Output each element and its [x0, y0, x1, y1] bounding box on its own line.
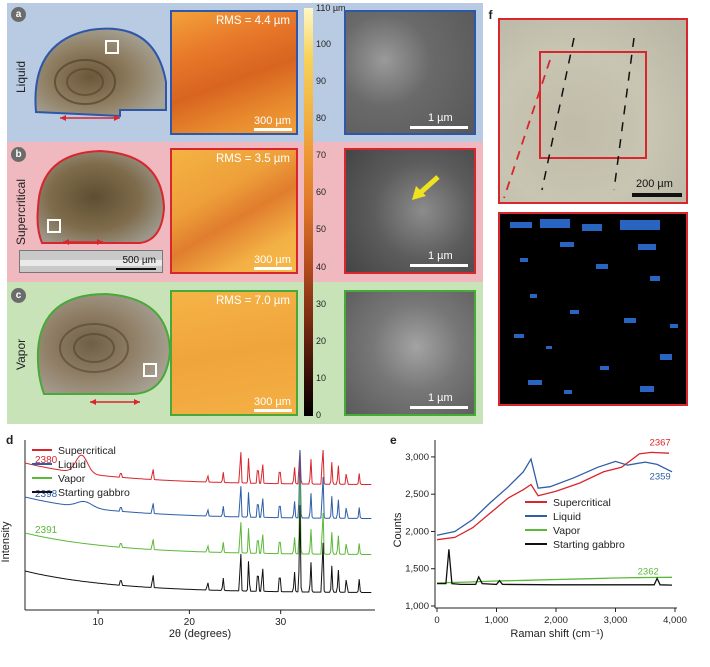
- raman-annotation: 2367: [650, 438, 671, 449]
- arrow-icon: [412, 175, 440, 200]
- raman-map: [498, 212, 688, 406]
- raman-annotation: 2359: [650, 471, 671, 482]
- sem-image-vapor: 1 µm: [344, 290, 476, 416]
- sem-scale-bar-vapor: [410, 406, 468, 409]
- afm-map-supercritical: RMS = 3.5 µm 300 µm: [170, 148, 298, 274]
- rms-label-vapor: RMS = 7.0 µm: [215, 295, 290, 307]
- cross-section-inset: 500 µm: [19, 250, 163, 273]
- raman-y-tick-label: 2,000: [405, 526, 429, 537]
- raman-x-tick-label: 2,000: [544, 615, 568, 626]
- colorbar-tick-labels: 110 µm 100 90 80 70 60 50 40 30 20 10 0: [316, 0, 356, 420]
- inset-scale-label: 500 µm: [122, 255, 156, 266]
- condition-label-vapor: Vapor: [14, 338, 28, 370]
- raman-x-tick-label: 3,000: [604, 615, 628, 626]
- afm-scale-label-supercritical: 300 µm: [254, 254, 291, 266]
- micrograph-scale-bar: [632, 193, 682, 197]
- colorbar-tick: 0: [316, 410, 322, 420]
- afm-scale-label-vapor: 300 µm: [254, 396, 291, 408]
- colorbar-tick: 90: [316, 76, 327, 86]
- panel-label-c: c: [11, 288, 26, 303]
- raman-x-tick-label: 1,000: [485, 615, 509, 626]
- xrd-series-label: 2398: [35, 489, 58, 500]
- cross-section-band: [20, 260, 162, 266]
- raman-y-tick-label: 1,000: [405, 601, 429, 612]
- sem-scale-label-liquid: 1 µm: [428, 112, 453, 124]
- raman-legend-label: Vapor: [553, 525, 581, 537]
- xrd-x-tick-label: 30: [275, 617, 287, 628]
- overlay-lines: [503, 37, 647, 199]
- raman-x-tick-label: 4,000: [663, 615, 687, 626]
- colorbar-tick: 30: [316, 299, 327, 309]
- raman-y-axis-label: Counts: [392, 512, 404, 547]
- raman-y-tick-label: 3,000: [405, 452, 429, 463]
- raman-legend-label: Supercritical: [553, 497, 611, 509]
- raman-legend-label: Starting gabbro: [553, 539, 625, 551]
- xrd-y-axis-label: Intensity: [0, 521, 12, 562]
- sem-scale-label-supercritical: 1 µm: [428, 250, 453, 262]
- xrd-chart: d 2380 2398 2391 10 20 30 Supercritical Liqui…: [0, 433, 375, 640]
- inset-scale-bar: [116, 268, 156, 270]
- afm-map-vapor: RMS = 7.0 µm 300 µm: [170, 290, 298, 416]
- sample-photo-vapor: [36, 292, 172, 405]
- colorbar-tick: 40: [316, 262, 327, 272]
- afm-map-liquid: RMS = 4.4 µm 300 µm: [170, 10, 298, 135]
- raman-series-liquid: [436, 457, 673, 536]
- raman-y-tick-label: 1,500: [405, 564, 429, 575]
- colorbar-tick: 80: [316, 113, 327, 123]
- raman-y-tick-label: 2,500: [405, 489, 429, 500]
- xrd-legend-label: Vapor: [58, 473, 86, 485]
- raman-x-tick-label: 0: [434, 615, 439, 626]
- afm-colorbar: [304, 8, 313, 416]
- xrd-series-label: 2391: [35, 525, 58, 536]
- xrd-legend-label: Liquid: [58, 459, 86, 471]
- sem-image-supercritical: 1 µm: [344, 148, 476, 274]
- afm-scale-bar-vapor: [254, 409, 292, 412]
- raman-legend-label: Liquid: [553, 511, 581, 523]
- xrd-x-tick-label: 10: [92, 617, 104, 628]
- sample-photo-liquid: [34, 27, 167, 121]
- raman-annotation: 2362: [638, 567, 659, 578]
- xrd-series-liquid: [24, 449, 372, 519]
- micrograph-scale-label: 200 µm: [636, 178, 673, 190]
- xrd-legend-label: Starting gabbro: [58, 487, 130, 499]
- raman-x-axis-label: Raman shift (cm⁻¹): [510, 628, 603, 640]
- optical-micrograph: 200 µm: [498, 18, 688, 204]
- condition-label-liquid: Liquid: [14, 60, 28, 93]
- xrd-series-starting-gabbro: [24, 505, 372, 593]
- panel-label-e: e: [390, 433, 397, 447]
- colorbar-tick: 70: [316, 150, 327, 160]
- raman-chart: e 2367 2359 2362 0 1,000 2,000 3,000 4,000 1,00…: [390, 433, 687, 640]
- panel-label-f: f: [488, 8, 493, 22]
- xrd-legend-label: Supercritical: [58, 445, 116, 457]
- raman-series-supercritical: [436, 451, 670, 541]
- xrd-x-tick-label: 20: [184, 617, 196, 628]
- xrd-series-supercritical: [24, 449, 372, 485]
- afm-scale-bar-supercritical: [254, 267, 292, 270]
- condition-label-supercritical: Supercritical: [14, 178, 28, 245]
- raman-map-speckle: [510, 219, 678, 394]
- sem-image-liquid: 1 µm: [344, 10, 476, 135]
- raman-series-starting-gabbro: [437, 549, 673, 586]
- panel-label-b: b: [11, 147, 26, 162]
- colorbar-tick: 10: [316, 373, 327, 383]
- colorbar-tick: 50: [316, 224, 327, 234]
- xrd-series-vapor: [24, 481, 372, 555]
- panel-label-d: d: [6, 433, 13, 447]
- rms-label-supercritical: RMS = 3.5 µm: [215, 153, 290, 165]
- afm-scale-bar-liquid: [254, 128, 292, 131]
- xrd-series-label: 2380: [35, 455, 58, 466]
- afm-scale-label-liquid: 300 µm: [254, 115, 291, 127]
- raman-series-vapor: [436, 576, 673, 584]
- sem-scale-bar-supercritical: [410, 264, 468, 267]
- panel-label-a: a: [11, 7, 26, 22]
- colorbar-tick: 20: [316, 336, 327, 346]
- colorbar-tick: 60: [316, 187, 327, 197]
- sem-scale-bar-liquid: [410, 126, 468, 129]
- sem-scale-label-vapor: 1 µm: [428, 392, 453, 404]
- sample-photo-supercritical: [36, 149, 166, 245]
- colorbar-tick: 100: [316, 39, 332, 49]
- colorbar-top-label: 110 µm: [316, 3, 346, 13]
- xrd-x-axis-label: 2θ (degrees): [169, 628, 231, 640]
- rms-label-liquid: RMS = 4.4 µm: [215, 15, 290, 27]
